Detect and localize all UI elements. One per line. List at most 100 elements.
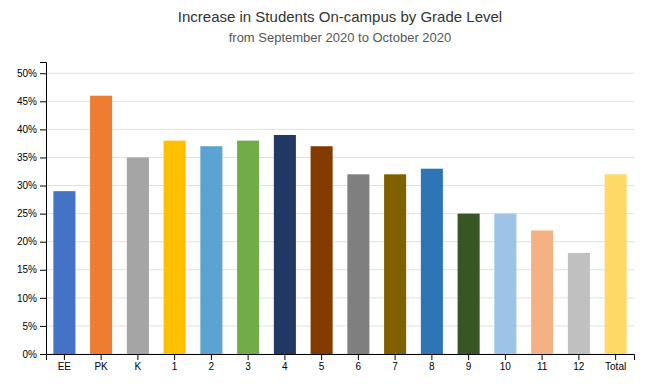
x-tick: Total xyxy=(605,354,626,372)
y-tick-label: 25% xyxy=(17,208,37,219)
bar xyxy=(605,174,627,354)
x-tick-mark xyxy=(174,354,175,360)
x-tick-label: 11 xyxy=(537,361,548,372)
y-tick-mark xyxy=(40,186,46,187)
y-tick: 50% xyxy=(17,68,46,79)
x-tick-mark xyxy=(321,354,322,360)
x-tick-mark xyxy=(358,354,359,360)
x-tick: 8 xyxy=(429,354,435,372)
bar xyxy=(531,230,553,354)
x-tick-mark xyxy=(248,354,249,360)
x-tick: 3 xyxy=(245,354,251,372)
y-tick-mark xyxy=(40,214,46,215)
y-tick-mark xyxy=(40,298,46,299)
x-tick-label: 1 xyxy=(172,361,178,372)
x-tick-label: Total xyxy=(605,361,626,372)
x-tick-mark xyxy=(578,354,579,360)
bar xyxy=(458,214,480,354)
x-tick-label: 8 xyxy=(429,361,435,372)
y-tick-mark xyxy=(40,354,46,355)
y-tick-label: 20% xyxy=(17,236,37,247)
x-tick-mark xyxy=(395,354,396,360)
y-tick-mark xyxy=(40,157,46,158)
y-tick-label: 30% xyxy=(17,180,37,191)
x-axis-line xyxy=(47,355,635,361)
y-tick-mark xyxy=(40,326,46,327)
bar xyxy=(127,157,149,354)
x-tick-label: 7 xyxy=(392,361,398,372)
bar xyxy=(568,253,590,354)
x-tick-label: 3 xyxy=(245,361,251,372)
grid-line xyxy=(46,129,634,130)
y-tick-label: 5% xyxy=(23,321,38,332)
chart-container: 0%5%10%15%20%25%30%35%40%45%50%EEPKK1234… xyxy=(0,0,650,384)
x-tick: 10 xyxy=(500,354,512,372)
x-tick-label: 5 xyxy=(319,361,325,372)
x-tick: 4 xyxy=(282,354,288,372)
bar xyxy=(90,96,112,354)
x-tick: 2 xyxy=(209,354,215,372)
y-tick-label: 35% xyxy=(17,152,37,163)
x-tick-label: 12 xyxy=(573,361,585,372)
bar xyxy=(421,169,443,354)
x-tick: 6 xyxy=(356,354,362,372)
x-tick-mark xyxy=(101,354,102,360)
y-tick: 20% xyxy=(17,236,46,247)
x-tick-label: EE xyxy=(58,361,72,372)
x-tick: PK xyxy=(94,354,108,372)
y-axis: 0%5%10%15%20%25%30%35%40%45%50% xyxy=(17,63,47,360)
x-tick: EE xyxy=(58,354,72,372)
subtitle: from September 2020 to October 2020 xyxy=(229,30,452,45)
y-tick: 40% xyxy=(17,124,46,135)
x-tick-label: 2 xyxy=(209,361,215,372)
x-tick: 1 xyxy=(172,354,178,372)
x-tick-mark xyxy=(542,354,543,360)
bar xyxy=(311,146,333,354)
grid-line xyxy=(46,73,634,74)
x-tick-mark xyxy=(431,354,432,360)
x-tick: K xyxy=(135,354,142,372)
title: Increase in Students On-campus by Grade … xyxy=(178,8,502,25)
y-axis-line xyxy=(40,63,47,355)
chart-svg: 0%5%10%15%20%25%30%35%40%45%50%EEPKK1234… xyxy=(0,0,650,384)
bar xyxy=(274,135,296,354)
x-tick: 7 xyxy=(392,354,398,372)
x-tick-label: PK xyxy=(94,361,108,372)
y-tick-mark xyxy=(40,101,46,102)
bar xyxy=(164,141,186,354)
x-axis: EEPKK123456789101112Total xyxy=(47,354,635,372)
plot-area: 0%5%10%15%20%25%30%35%40%45%50%EEPKK1234… xyxy=(17,63,635,373)
y-tick: 0% xyxy=(23,349,46,360)
x-tick-label: 4 xyxy=(282,361,288,372)
y-tick-mark xyxy=(40,73,46,74)
x-tick: 5 xyxy=(319,354,325,372)
x-tick-mark xyxy=(211,354,212,360)
x-tick: 12 xyxy=(573,354,585,372)
y-tick: 45% xyxy=(17,96,46,107)
y-tick-label: 45% xyxy=(17,96,37,107)
x-tick-mark xyxy=(64,354,65,360)
grid xyxy=(46,73,634,354)
grid-line xyxy=(46,101,634,102)
bar xyxy=(384,174,406,354)
x-tick-mark xyxy=(468,354,469,360)
x-tick: 9 xyxy=(466,354,472,372)
bar xyxy=(494,214,516,354)
y-tick-mark xyxy=(40,242,46,243)
x-tick-label: 10 xyxy=(500,361,512,372)
x-tick: 11 xyxy=(537,354,548,372)
x-tick-mark xyxy=(505,354,506,360)
y-tick: 10% xyxy=(17,293,46,304)
x-tick-label: 9 xyxy=(466,361,472,372)
bars xyxy=(53,96,626,354)
bar xyxy=(53,191,75,354)
y-tick-label: 0% xyxy=(23,349,38,360)
x-tick-label: K xyxy=(135,361,142,372)
x-tick-mark xyxy=(137,354,138,360)
y-tick-label: 40% xyxy=(17,124,37,135)
y-tick-label: 10% xyxy=(17,293,37,304)
bar xyxy=(237,141,259,354)
bar xyxy=(200,146,222,354)
y-tick: 35% xyxy=(17,152,46,163)
y-tick-mark xyxy=(40,129,46,130)
